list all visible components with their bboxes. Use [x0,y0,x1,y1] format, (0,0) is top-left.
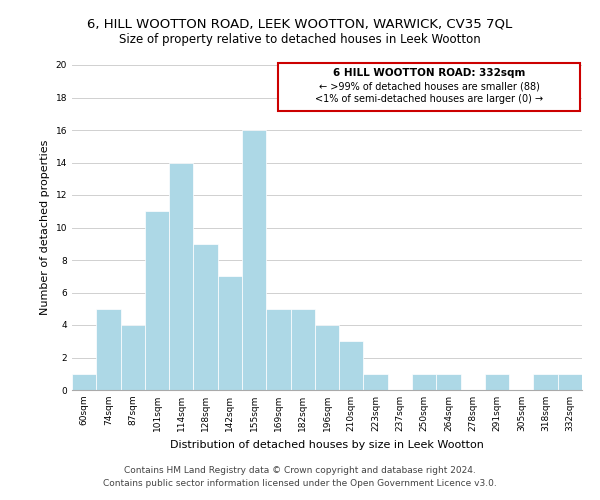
Bar [193,244,218,390]
Bar [145,211,169,390]
Bar [169,162,193,390]
Bar [266,308,290,390]
Bar [96,308,121,390]
Text: Contains HM Land Registry data © Crown copyright and database right 2024.
Contai: Contains HM Land Registry data © Crown c… [103,466,497,487]
Text: <1% of semi-detached houses are larger (0) →: <1% of semi-detached houses are larger (… [315,94,543,104]
Bar [72,374,96,390]
Bar [533,374,558,390]
Bar [121,325,145,390]
Bar [339,341,364,390]
Bar [412,374,436,390]
Text: Size of property relative to detached houses in Leek Wootton: Size of property relative to detached ho… [119,32,481,46]
Text: 6 HILL WOOTTON ROAD: 332sqm: 6 HILL WOOTTON ROAD: 332sqm [333,68,525,78]
X-axis label: Distribution of detached houses by size in Leek Wootton: Distribution of detached houses by size … [170,440,484,450]
Text: ← >99% of detached houses are smaller (88): ← >99% of detached houses are smaller (8… [319,82,539,92]
Bar [242,130,266,390]
Bar [558,374,582,390]
Bar [315,325,339,390]
Text: 6, HILL WOOTTON ROAD, LEEK WOOTTON, WARWICK, CV35 7QL: 6, HILL WOOTTON ROAD, LEEK WOOTTON, WARW… [88,18,512,30]
FancyBboxPatch shape [278,64,580,110]
Bar [364,374,388,390]
Y-axis label: Number of detached properties: Number of detached properties [40,140,50,315]
Bar [218,276,242,390]
Bar [436,374,461,390]
Bar [485,374,509,390]
Bar [290,308,315,390]
